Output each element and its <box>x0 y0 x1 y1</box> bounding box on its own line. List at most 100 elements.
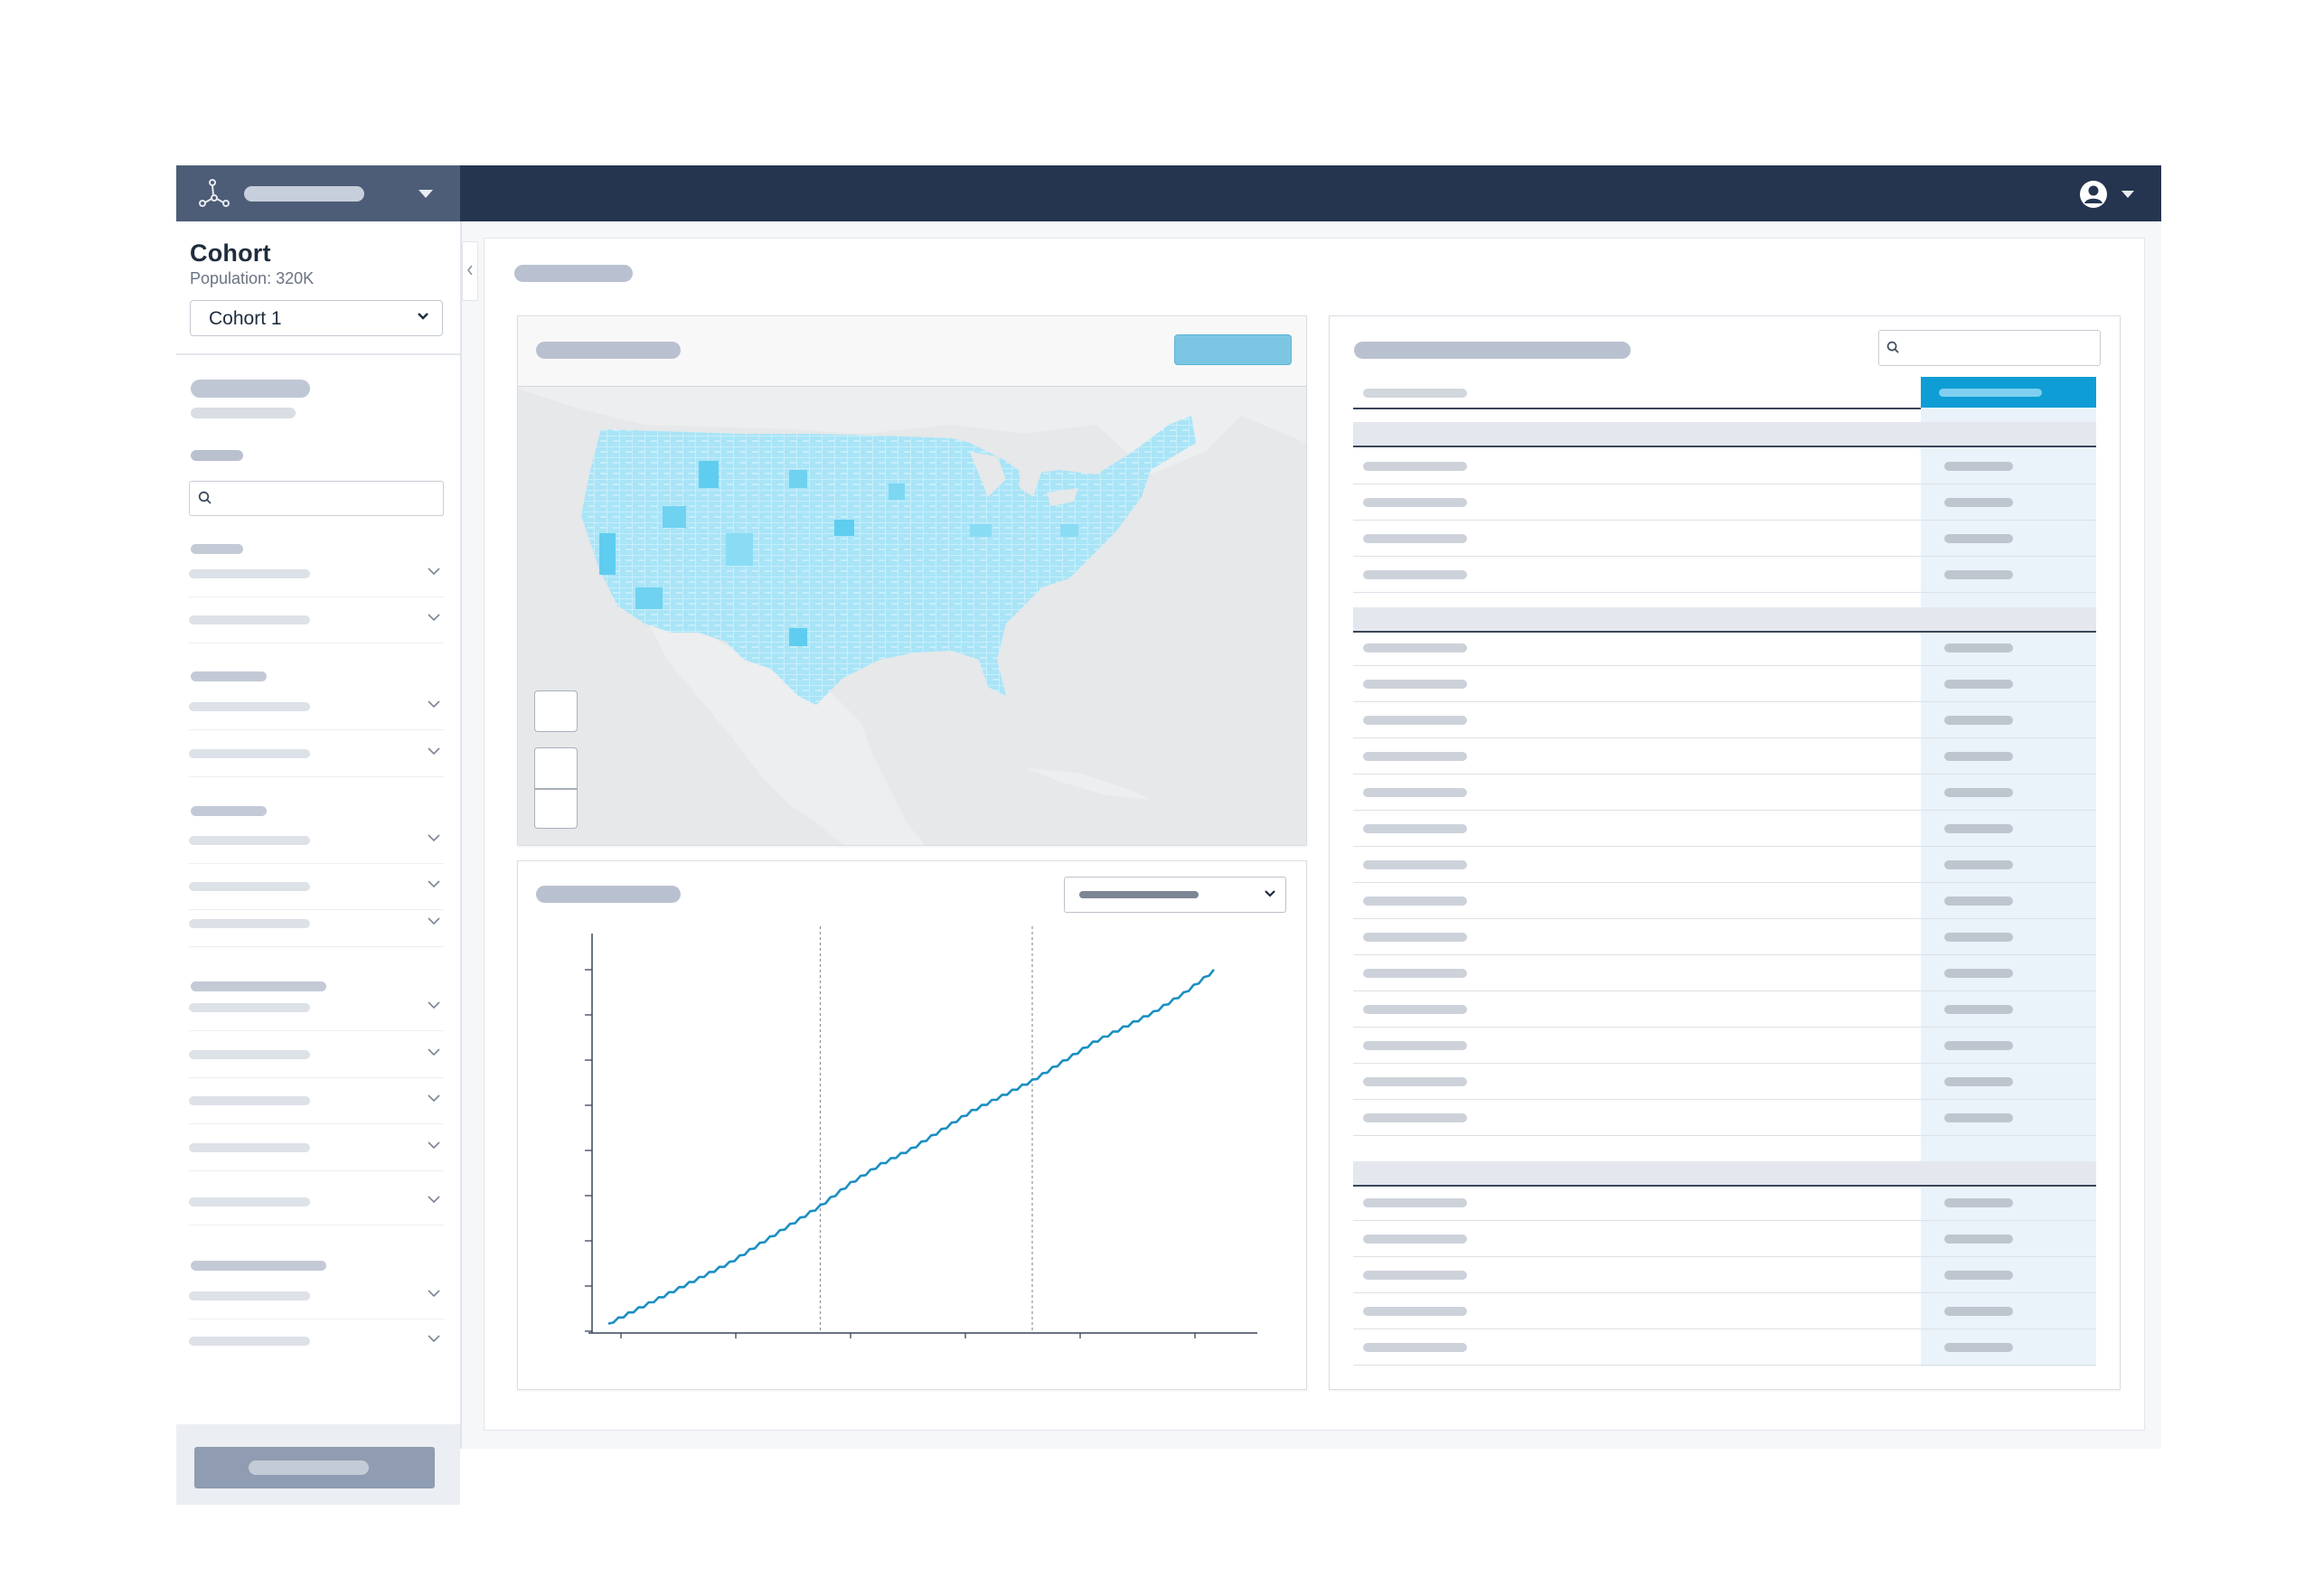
column-header-name[interactable] <box>1363 389 1467 398</box>
table-row[interactable] <box>1353 701 2096 738</box>
network-logo-icon <box>199 179 230 207</box>
chevron-down-icon <box>428 614 440 622</box>
filter-accordion-item[interactable] <box>189 597 444 643</box>
row-label <box>1363 824 1467 833</box>
filter-item-label <box>189 1050 310 1059</box>
chevron-down-icon <box>428 1335 440 1343</box>
row-label <box>1363 680 1467 689</box>
table-row[interactable] <box>1353 447 2096 484</box>
table-row[interactable] <box>1353 954 2096 991</box>
chevron-down-icon <box>1265 890 1275 897</box>
table-search-input[interactable] <box>1878 330 2101 366</box>
filter-accordion-item[interactable] <box>189 985 444 1031</box>
chevron-down-icon <box>428 747 440 756</box>
row-value <box>1944 498 2013 507</box>
search-icon <box>1886 341 1899 353</box>
table-row[interactable] <box>1353 1063 2096 1100</box>
row-label <box>1363 933 1467 942</box>
chart-metric-select[interactable] <box>1064 877 1286 913</box>
apply-filters-button[interactable] <box>194 1447 435 1488</box>
filter-accordion-item[interactable] <box>189 1078 444 1124</box>
table-row[interactable] <box>1353 1027 2096 1064</box>
chevron-down-icon[interactable] <box>419 190 433 198</box>
filter-item-label <box>189 1003 310 1012</box>
column-header-sorted[interactable] <box>1921 377 2096 408</box>
user-account-icon[interactable] <box>2078 179 2109 210</box>
filter-group-label <box>191 806 267 816</box>
user-menu[interactable] <box>2078 177 2141 210</box>
filter-item-label <box>189 749 310 758</box>
great-lakes <box>970 452 1078 506</box>
table-row[interactable] <box>1353 1099 2096 1136</box>
filter-accordion-item[interactable] <box>189 1319 444 1364</box>
row-value <box>1944 860 2013 869</box>
table-row[interactable] <box>1353 918 2096 955</box>
row-value <box>1944 1235 2013 1244</box>
county-high <box>789 628 807 646</box>
map-layer-toggle-button[interactable] <box>534 690 578 732</box>
filter-search-input[interactable] <box>189 481 444 516</box>
county-high <box>970 524 992 537</box>
search-icon <box>198 491 212 504</box>
table-row[interactable] <box>1353 737 2096 775</box>
collapse-sidebar-button[interactable] <box>462 241 478 301</box>
table-row[interactable] <box>1353 846 2096 883</box>
table-row[interactable] <box>1353 556 2096 593</box>
row-value <box>1944 716 2013 725</box>
filter-accordion-item[interactable] <box>189 1179 444 1225</box>
table-group-header <box>1353 607 2096 633</box>
row-value <box>1944 1077 2013 1086</box>
divider <box>176 353 460 355</box>
county-high <box>726 533 753 566</box>
chevron-down-icon[interactable] <box>2121 191 2134 198</box>
filter-accordion-item[interactable] <box>189 551 444 597</box>
table-row[interactable] <box>1353 1292 2096 1329</box>
row-label <box>1363 752 1467 761</box>
row-value <box>1944 824 2013 833</box>
row-label <box>1363 1041 1467 1050</box>
chevron-down-icon <box>428 834 440 842</box>
county-high <box>834 520 854 536</box>
apply-filters-label <box>249 1460 369 1475</box>
table-row[interactable] <box>1353 1220 2096 1257</box>
map-header <box>518 316 1306 387</box>
table-row[interactable] <box>1353 1184 2096 1221</box>
row-label <box>1363 1113 1467 1122</box>
table-row[interactable] <box>1353 882 2096 919</box>
county-high <box>889 483 905 500</box>
table-row[interactable] <box>1353 1256 2096 1293</box>
map-panel <box>517 315 1307 846</box>
us-county-map[interactable] <box>518 316 1306 845</box>
column-header-label <box>1939 389 2042 397</box>
filter-accordion-item[interactable] <box>189 731 444 777</box>
table-row[interactable] <box>1353 520 2096 557</box>
chevron-down-icon <box>428 880 440 888</box>
cohort-population: Population: 320K <box>190 269 315 287</box>
filter-accordion-item[interactable] <box>189 864 444 910</box>
map-action-button[interactable] <box>1174 334 1292 365</box>
table-row[interactable] <box>1353 665 2096 702</box>
workspace-switcher[interactable] <box>176 165 460 221</box>
filter-accordion-item[interactable] <box>189 1125 444 1171</box>
row-value <box>1944 933 2013 942</box>
table-row[interactable] <box>1353 1328 2096 1366</box>
table-row[interactable] <box>1353 990 2096 1028</box>
filter-accordion-item[interactable] <box>189 818 444 864</box>
table-row[interactable] <box>1353 483 2096 521</box>
map-zoom-controls <box>534 747 578 829</box>
filter-accordion-item[interactable] <box>189 684 444 730</box>
table-row[interactable] <box>1353 629 2096 666</box>
cohort-select[interactable]: Cohort 1 <box>190 300 443 336</box>
table-row[interactable] <box>1353 810 2096 847</box>
filter-accordion-item[interactable] <box>189 1032 444 1078</box>
row-label <box>1363 1307 1467 1316</box>
row-value <box>1944 462 2013 471</box>
filter-item-label <box>189 1143 310 1152</box>
filter-item-label <box>189 615 310 624</box>
filter-accordion-item[interactable] <box>189 901 444 947</box>
filter-accordion-item[interactable] <box>189 1273 444 1319</box>
table-row[interactable] <box>1353 774 2096 811</box>
chevron-down-icon <box>428 1290 440 1298</box>
row-label <box>1363 969 1467 978</box>
row-value <box>1944 897 2013 906</box>
